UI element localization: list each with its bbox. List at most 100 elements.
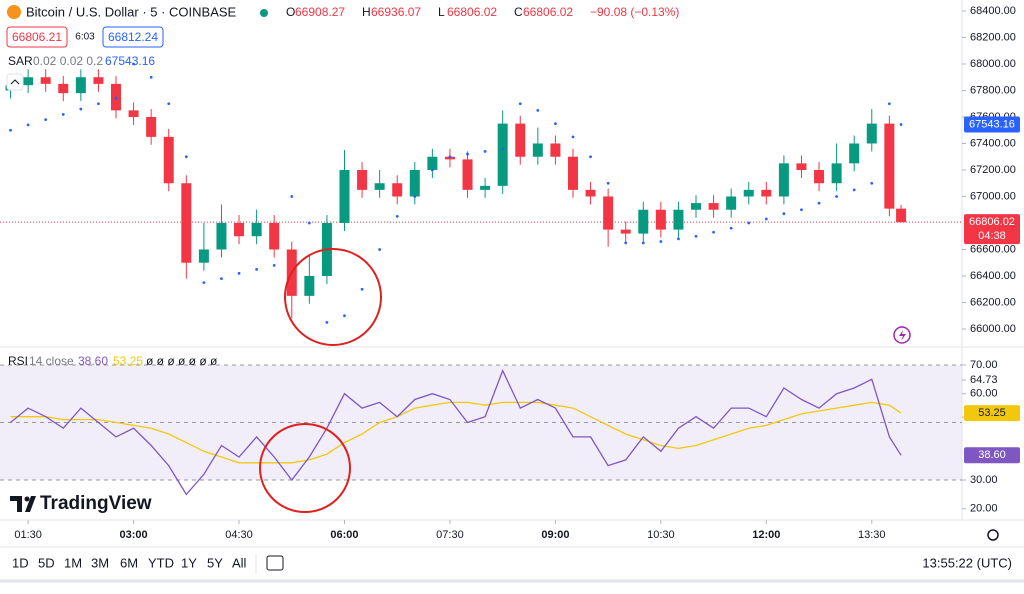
range-button[interactable]: 1D xyxy=(12,555,29,570)
candle-body xyxy=(163,136,174,184)
y-tick-label: 60.00 xyxy=(970,388,998,400)
sar-dot xyxy=(536,108,540,112)
y-tick-label: 68400.00 xyxy=(970,5,1016,17)
sar-dot xyxy=(395,214,399,218)
lightning-icon[interactable] xyxy=(893,326,911,344)
y-tick-label: 66200.00 xyxy=(970,296,1016,308)
sar-dot xyxy=(413,195,417,198)
y-tick-label: 67200.00 xyxy=(970,164,1016,176)
symbol-title: Bitcoin / U.S. Dollar · 5 · COINBASE xyxy=(26,4,237,19)
candle-body xyxy=(585,189,596,197)
ohlc-letter: C xyxy=(514,5,523,19)
settings-icon[interactable] xyxy=(987,529,999,541)
sar-dot xyxy=(343,314,346,318)
x-tick-label: 09:00 xyxy=(541,529,569,541)
sar-dot xyxy=(61,112,65,116)
candle-body xyxy=(896,208,907,223)
date-range-icon[interactable] xyxy=(266,555,284,571)
price-badge xyxy=(964,214,1020,245)
bid: 66806.21 xyxy=(12,30,62,44)
plot xyxy=(0,62,962,496)
candle-body xyxy=(638,209,649,234)
sar-dot xyxy=(132,62,135,66)
range-button[interactable]: 5Y xyxy=(207,555,223,570)
sar-dot xyxy=(852,188,856,192)
sar-dot xyxy=(571,135,575,139)
range-button[interactable]: All xyxy=(232,555,247,570)
candle-body xyxy=(497,123,508,186)
range-button[interactable]: 1Y xyxy=(181,555,197,570)
bitcoin-icon xyxy=(7,5,21,19)
candle-body xyxy=(93,77,104,84)
rsi-badge xyxy=(964,405,1020,422)
lightning xyxy=(899,330,906,341)
candle-body xyxy=(620,229,631,234)
sar-dot xyxy=(378,248,382,251)
candle-body xyxy=(726,196,737,210)
sar-dot xyxy=(26,123,30,127)
sar-dot xyxy=(97,102,100,106)
sar-dot xyxy=(624,241,628,245)
sar-dot xyxy=(325,320,329,324)
ohlc-value: 66806.02 xyxy=(447,5,497,19)
candle-body xyxy=(761,189,772,197)
candle-body xyxy=(40,77,51,84)
sar-dot xyxy=(764,217,768,221)
sar-dot xyxy=(220,277,223,281)
candle-body xyxy=(884,123,895,209)
candle-body xyxy=(814,169,825,184)
range-button[interactable]: 5D xyxy=(38,555,55,570)
range-button[interactable]: YTD xyxy=(148,555,174,570)
candle-body xyxy=(357,169,368,190)
candle-body xyxy=(304,275,315,296)
rsi-name: RSI xyxy=(8,354,28,368)
x-tick-label: 04:30 xyxy=(225,529,253,541)
candle-body xyxy=(708,203,719,210)
sar-dot xyxy=(817,201,821,205)
annotation-circle xyxy=(284,248,382,346)
sar-dot xyxy=(782,212,786,216)
sar-dot xyxy=(255,267,259,271)
candle-body xyxy=(849,143,860,164)
x-tick-label: 06:00 xyxy=(330,529,358,541)
sar-dot xyxy=(800,208,803,212)
x-tick-label: 12:00 xyxy=(752,529,780,541)
sar-dot xyxy=(483,150,487,153)
y-tick-label: 67400.00 xyxy=(970,137,1016,149)
sar-dot xyxy=(79,107,83,111)
candle-body xyxy=(374,183,385,190)
rsi-null-markers: ø ø ø ø ø ø ø xyxy=(146,354,218,368)
sar-dot xyxy=(466,152,469,156)
x-tick-label: 03:00 xyxy=(120,529,148,541)
rsi-params: 14 close xyxy=(29,354,74,368)
candle-body xyxy=(603,196,614,230)
sar-dot xyxy=(290,195,294,198)
collapse-button[interactable] xyxy=(6,73,24,91)
candle-body xyxy=(339,169,350,223)
candle-body xyxy=(146,116,157,137)
ask: 66812.24 xyxy=(108,30,158,44)
sell-box[interactable] xyxy=(6,26,68,48)
rsi-value: 38.60 xyxy=(78,354,108,368)
sar-dot xyxy=(44,118,48,122)
range-button[interactable]: 1M xyxy=(64,555,82,570)
candle-body xyxy=(427,156,438,170)
candle-body xyxy=(128,110,139,117)
sar-dot xyxy=(202,281,206,284)
x-tick-label: 10:30 xyxy=(647,529,675,541)
sar-dot xyxy=(9,128,12,132)
range-button[interactable]: 3M xyxy=(91,555,109,570)
y-tick-label: 68000.00 xyxy=(970,58,1016,70)
logo-dot xyxy=(24,496,30,502)
buy-box[interactable] xyxy=(102,26,164,48)
range-button[interactable]: 6M xyxy=(120,555,138,570)
rsi-badge-label: 53.25 xyxy=(978,407,1006,419)
sar-dot xyxy=(870,181,874,185)
sar-dot xyxy=(887,102,891,106)
ohlc-value: 66806.02 xyxy=(523,5,573,19)
candle-body xyxy=(778,163,789,197)
sar-dot xyxy=(694,234,698,238)
toolbar: 1D 5D 1M 3M 6M YTD 1Y 5Y All xyxy=(12,555,247,570)
sar-dot xyxy=(554,122,557,126)
candle-body xyxy=(251,222,262,237)
